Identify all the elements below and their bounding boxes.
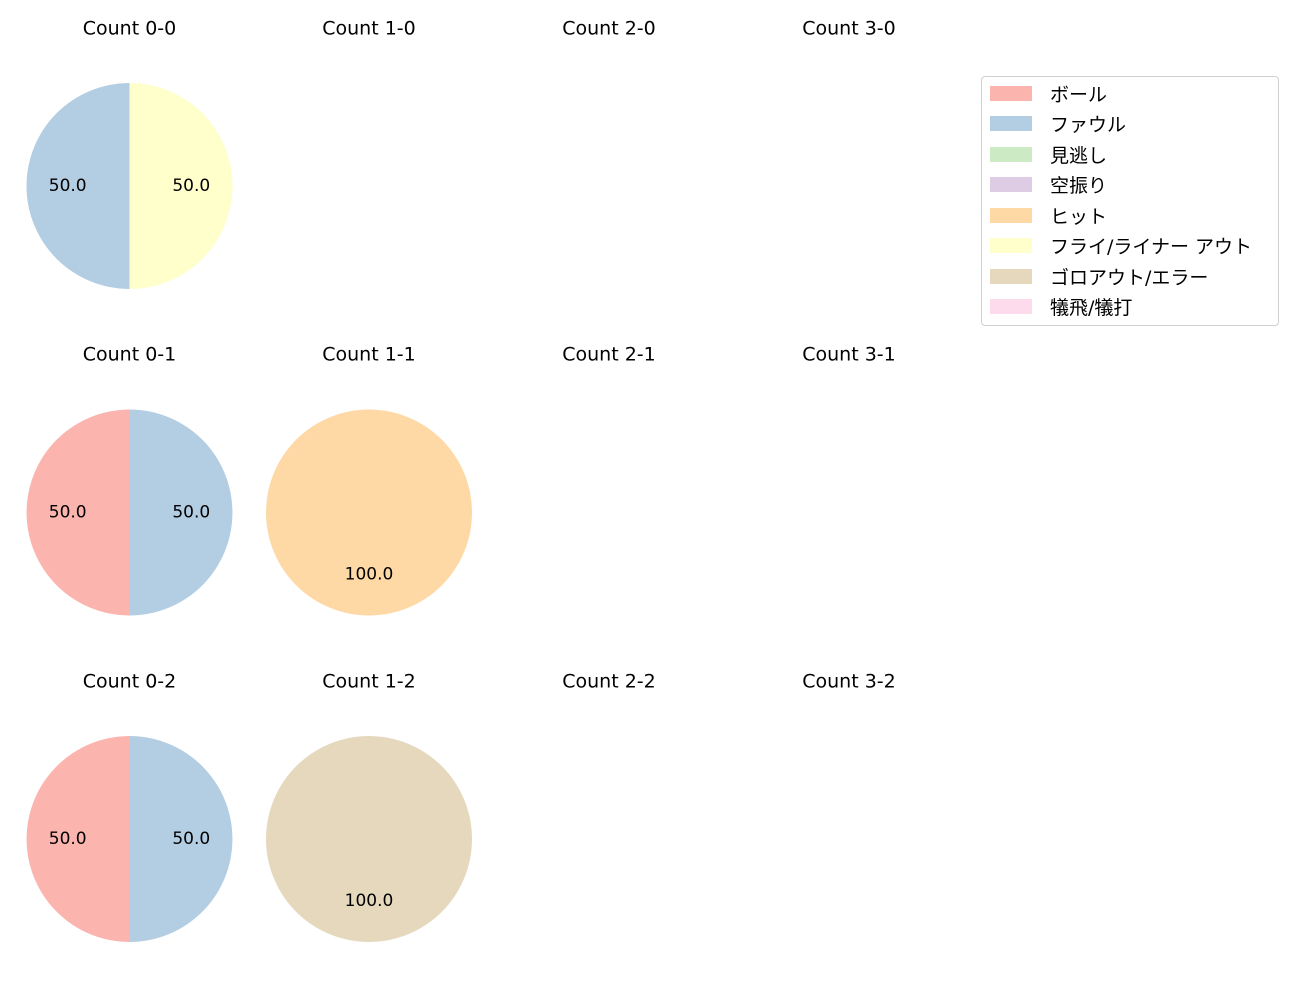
pie-subplot: Count 1-2 100.0 bbox=[266, 671, 472, 942]
legend-swatch bbox=[990, 146, 1032, 162]
subplot-title: Count 1-0 bbox=[322, 18, 416, 40]
subplot-title: Count 3-0 bbox=[802, 18, 896, 40]
pie-slice bbox=[266, 736, 472, 942]
legend-label: ヒット bbox=[1050, 205, 1108, 228]
subplot-title: Count 2-1 bbox=[562, 344, 656, 366]
pie-subplot: Count 0-0 50.0 50.0 bbox=[26, 18, 233, 289]
pie-subplot: Count 2-0 bbox=[562, 18, 656, 40]
slice-data-label: 50.0 bbox=[172, 503, 210, 523]
legend-label: 空振り bbox=[1050, 175, 1108, 197]
legend-swatch bbox=[990, 207, 1032, 223]
pie-slice bbox=[26, 409, 130, 616]
legend-item: ボール bbox=[990, 82, 1108, 106]
pie-slice bbox=[129, 409, 233, 616]
pie-subplot: Count 0-2 50.0 50.0 bbox=[26, 671, 233, 942]
subplot-title: Count 0-0 bbox=[83, 18, 177, 40]
subplot-title: Count 0-1 bbox=[83, 344, 177, 366]
pie-slice bbox=[26, 736, 130, 942]
legend-item: 犠飛/犠打 bbox=[990, 296, 1133, 319]
pie-subplot: Count 1-1 100.0 bbox=[266, 344, 472, 616]
pie-subplot: Count 1-0 bbox=[322, 18, 416, 40]
legend-item: ゴロアウト/エラー bbox=[990, 265, 1209, 289]
pie-subplot: Count 3-0 bbox=[802, 18, 896, 40]
legend-label: ボール bbox=[1050, 83, 1108, 106]
pie-subplot: Count 2-2 bbox=[562, 671, 656, 693]
pie-subplot: Count 3-2 bbox=[802, 671, 896, 693]
pie-subplot: Count 0-1 50.0 50.0 bbox=[26, 344, 233, 616]
pie-slice bbox=[26, 83, 130, 289]
legend-item: フライ/ライナー アウト bbox=[990, 235, 1253, 258]
legend-swatch bbox=[990, 238, 1032, 253]
legend-label: 見逃し bbox=[1050, 144, 1108, 167]
legend-label: フライ/ライナー アウト bbox=[1050, 236, 1253, 258]
legend-label: 犠飛/犠打 bbox=[1050, 297, 1133, 319]
legend-item: ヒット bbox=[990, 204, 1108, 228]
subplot-title: Count 2-2 bbox=[562, 671, 656, 693]
slice-data-label: 50.0 bbox=[49, 176, 87, 196]
legend-swatch bbox=[990, 85, 1032, 101]
slice-data-label: 50.0 bbox=[172, 176, 210, 196]
chart-legend: ボールファウル見逃し空振りヒットフライ/ライナー アウト ゴロアウト/エラー 犠飛/… bbox=[981, 76, 1279, 326]
subplot-title: Count 3-2 bbox=[802, 671, 896, 693]
legend-label: ファウル bbox=[1050, 114, 1127, 136]
pie-subplot: Count 3-1 bbox=[802, 344, 896, 366]
slice-data-label: 100.0 bbox=[345, 891, 394, 911]
pie-slice bbox=[129, 83, 233, 289]
subplot-title: Count 3-1 bbox=[802, 344, 896, 366]
slice-data-label: 50.0 bbox=[49, 829, 87, 849]
subplot-title: Count 1-1 bbox=[322, 344, 416, 366]
subplot-title: Count 1-2 bbox=[322, 671, 416, 693]
slice-data-label: 100.0 bbox=[345, 564, 394, 584]
slice-data-label: 50.0 bbox=[172, 829, 210, 849]
legend-swatch bbox=[990, 177, 1032, 192]
legend-item: 見逃し bbox=[990, 143, 1108, 167]
subplot-title: Count 2-0 bbox=[562, 18, 656, 40]
legend-item: 空振り bbox=[990, 174, 1108, 197]
legend-swatch bbox=[990, 116, 1032, 131]
slice-data-label: 50.0 bbox=[49, 503, 87, 523]
pie-slice bbox=[266, 409, 472, 616]
legend-item: ファウル bbox=[990, 113, 1127, 136]
pie-subplot: Count 2-1 bbox=[562, 344, 656, 366]
pie-slice bbox=[129, 736, 233, 942]
subplot-title: Count 0-2 bbox=[83, 671, 177, 693]
legend-label: ゴロアウト/エラー bbox=[1050, 266, 1209, 289]
legend-swatch bbox=[990, 299, 1032, 314]
legend-swatch bbox=[990, 268, 1032, 284]
